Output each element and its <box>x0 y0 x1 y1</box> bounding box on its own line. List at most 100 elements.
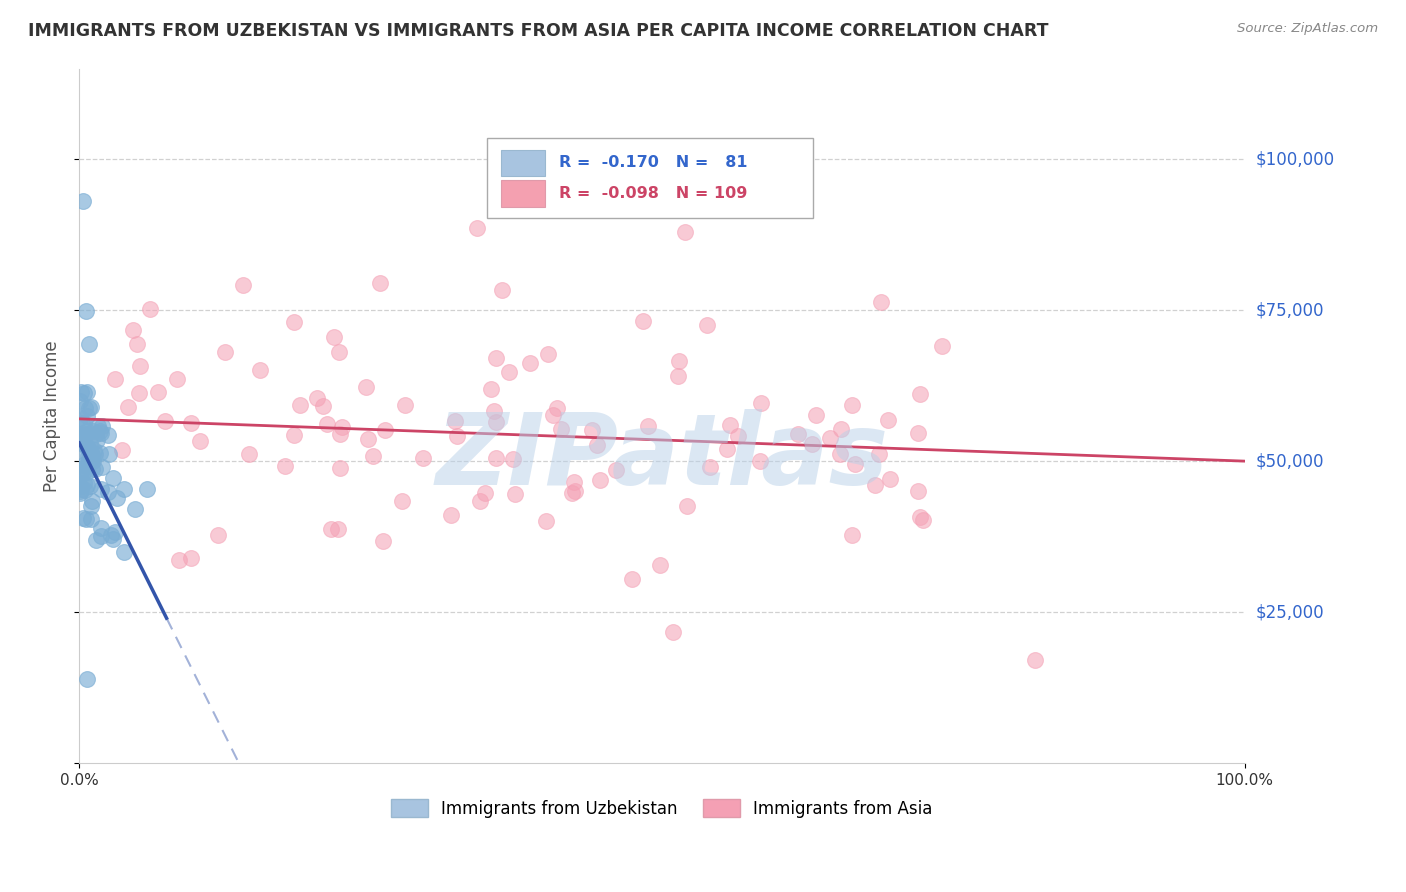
Point <box>491 283 513 297</box>
Point <box>288 398 311 412</box>
Text: $100,000: $100,000 <box>1256 150 1334 168</box>
Point <box>180 550 202 565</box>
Y-axis label: Per Capita Income: Per Capita Income <box>44 340 60 491</box>
Point <box>77 452 100 467</box>
Text: $50,000: $50,000 <box>1256 452 1324 470</box>
Point <box>863 478 886 492</box>
Point <box>668 353 690 368</box>
Point <box>650 558 672 572</box>
Point <box>868 447 890 461</box>
Point <box>908 510 931 524</box>
Point <box>804 409 827 423</box>
Point <box>84 427 107 442</box>
Point <box>879 472 901 486</box>
Point <box>391 494 413 508</box>
Point <box>907 484 929 499</box>
Point <box>307 391 329 405</box>
Point <box>207 528 229 542</box>
Point <box>80 461 103 475</box>
Point <box>830 422 852 436</box>
Point <box>69 483 91 498</box>
Point <box>117 401 139 415</box>
Point <box>70 463 93 477</box>
Point <box>83 443 105 458</box>
Point <box>167 553 190 567</box>
Point <box>69 468 91 483</box>
Point <box>621 572 644 586</box>
Point <box>111 442 134 457</box>
Point <box>75 303 97 318</box>
Point <box>502 452 524 467</box>
Point <box>80 400 103 414</box>
Point <box>73 457 96 471</box>
Point <box>97 484 120 499</box>
Point <box>76 442 98 457</box>
Point <box>479 383 502 397</box>
Point <box>80 499 103 513</box>
Point <box>465 221 488 235</box>
Point <box>238 447 260 461</box>
Point <box>79 435 101 450</box>
Point <box>70 384 93 399</box>
Point <box>564 484 586 499</box>
Point <box>828 447 851 461</box>
Point <box>484 351 506 365</box>
Point <box>841 528 863 542</box>
Point <box>153 413 176 427</box>
Point <box>90 521 112 535</box>
Point <box>76 409 98 423</box>
Point <box>605 463 627 477</box>
Point <box>316 417 339 432</box>
Point <box>931 339 953 353</box>
Point <box>76 424 98 438</box>
Bar <box>501 180 546 207</box>
Point <box>86 433 108 447</box>
Point <box>907 425 929 440</box>
Point <box>112 545 135 559</box>
Point <box>749 395 772 409</box>
Point <box>90 529 112 543</box>
Point <box>374 423 396 437</box>
Point <box>801 437 824 451</box>
Point <box>82 454 104 468</box>
Point <box>89 424 111 438</box>
Point <box>373 533 395 548</box>
Point <box>354 380 377 394</box>
Point <box>329 461 352 475</box>
Point <box>561 486 583 500</box>
FancyBboxPatch shape <box>486 138 813 218</box>
Point <box>76 385 98 400</box>
Point <box>148 384 170 399</box>
Point <box>69 394 91 409</box>
Point <box>844 458 866 472</box>
Point <box>908 387 931 401</box>
Point <box>696 318 718 332</box>
Point <box>699 459 721 474</box>
Point <box>76 465 98 479</box>
Point <box>73 427 96 442</box>
Point <box>122 323 145 337</box>
Text: $25,000: $25,000 <box>1256 603 1324 621</box>
Point <box>870 295 893 310</box>
Point <box>274 458 297 473</box>
Point <box>474 486 496 500</box>
Point <box>911 513 934 527</box>
Point <box>166 372 188 386</box>
Point <box>676 499 699 513</box>
Point <box>485 415 508 429</box>
Point <box>637 419 659 434</box>
Point <box>84 533 107 548</box>
Point <box>666 368 689 383</box>
Point <box>633 314 655 328</box>
Point <box>70 435 93 450</box>
Point <box>361 449 384 463</box>
Point <box>188 434 211 448</box>
Point <box>586 438 609 452</box>
Point <box>97 427 120 442</box>
Point <box>484 404 506 418</box>
Point <box>128 385 150 400</box>
Point <box>673 225 696 239</box>
Point <box>80 512 103 526</box>
Point <box>716 442 738 456</box>
Point <box>786 427 808 442</box>
